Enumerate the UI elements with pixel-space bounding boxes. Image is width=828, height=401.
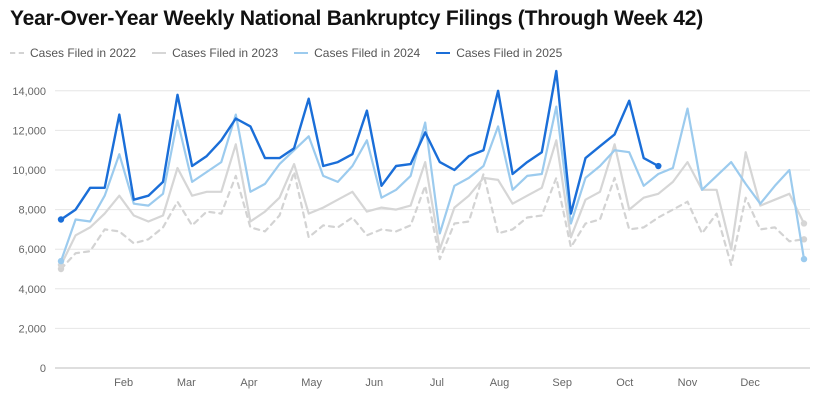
legend-item-2024[interactable]: Cases Filed in 2024 [294,46,420,60]
x-tick-label: Nov [678,377,698,389]
legend-swatch-2025 [436,52,451,54]
y-tick-label: 10,000 [12,165,46,177]
series-endpoint-2022 [800,236,808,243]
y-tick-label: 14,000 [12,86,46,98]
legend-label-2025: Cases Filed in 2025 [456,46,563,60]
x-tick-label: Jun [365,377,383,389]
y-tick-label: 0 [40,363,46,375]
x-tick-label: Mar [177,377,196,389]
legend-item-2023[interactable]: Cases Filed in 2023 [152,46,278,60]
legend-label-2023: Cases Filed in 2023 [172,46,279,60]
y-axis-ticks: 0 2,000 4,000 6,000 8,000 10,000 12,000 14,000 [12,86,46,375]
series-line-2024[interactable] [59,105,806,263]
y-tick-label: 12,000 [12,125,46,137]
x-tick-label: May [301,377,322,389]
x-tick-label: Dec [740,377,760,389]
legend-swatch-2023 [152,52,167,54]
series-lines [57,69,808,273]
x-tick-label: Oct [616,377,633,389]
legend-label-2024: Cases Filed in 2024 [314,46,421,60]
legend-item-2022[interactable]: Cases Filed in 2022 [10,46,136,60]
y-tick-label: 2,000 [18,323,46,335]
x-tick-label: Feb [114,377,133,389]
legend-item-2025[interactable]: Cases Filed in 2025 [436,46,562,60]
legend-swatch-2022 [10,52,24,54]
chart-title: Year-Over-Year Weekly National Bankruptc… [10,7,704,30]
chart-legend: Cases Filed in 2022 Cases Filed in 2023 … [10,45,578,61]
grid-lines [55,90,810,369]
series-endpoint-2024 [57,257,65,265]
x-tick-label: Aug [490,377,510,389]
series-line-2023[interactable] [59,139,806,267]
legend-label-2022: Cases Filed in 2022 [30,46,137,60]
legend-swatch-2024 [294,52,309,54]
y-tick-label: 4,000 [18,284,46,296]
series-endpoint-2024 [800,255,808,263]
series-endpoint-2025 [57,216,65,223]
series-endpoint-2023 [800,220,808,227]
series-line-2022[interactable] [59,170,806,271]
x-tick-label: Sep [552,377,572,389]
x-tick-label: Jul [430,377,444,389]
x-tick-label: Apr [240,377,257,389]
series-endpoint-2025 [655,162,662,170]
y-tick-label: 8,000 [18,205,46,217]
series-line-2025[interactable] [59,69,660,221]
y-tick-label: 6,000 [18,244,46,256]
x-axis-ticks: Feb Mar Apr May Jun Jul Aug Sep Oct Nov Dec [114,377,760,389]
